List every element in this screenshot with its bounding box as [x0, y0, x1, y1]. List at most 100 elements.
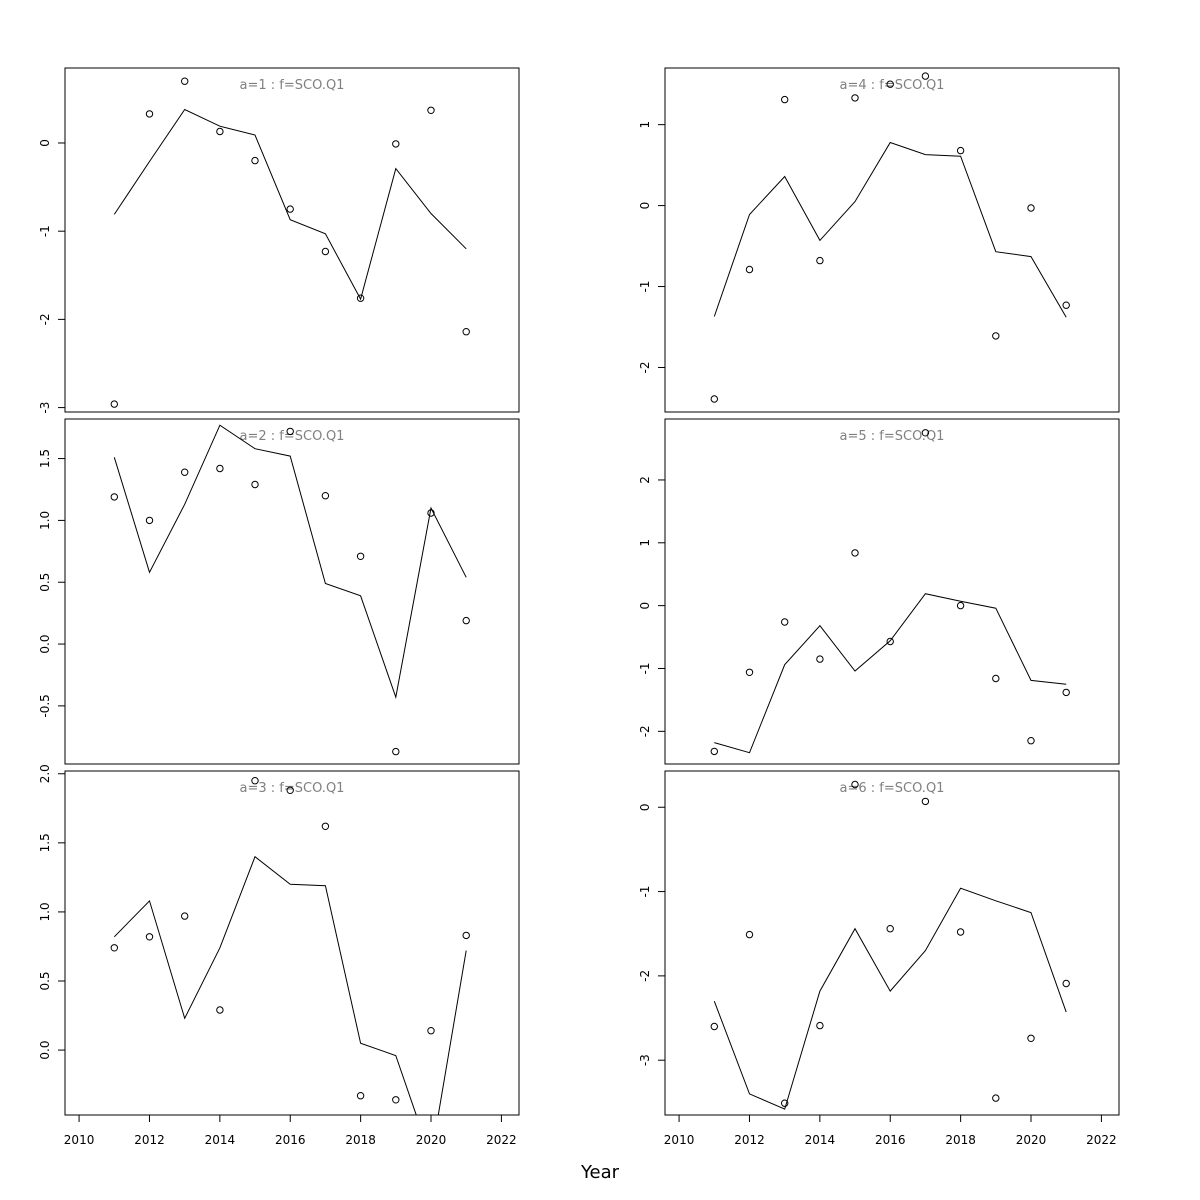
- fitted-line: [113, 855, 467, 1115]
- y-tick-label: -2: [638, 725, 652, 737]
- data-point: [251, 156, 259, 165]
- x-tick-label: 2014: [805, 1133, 836, 1147]
- data-point: [427, 1027, 435, 1035]
- fitted-line: [714, 593, 1067, 754]
- data-point: [356, 552, 365, 560]
- panel-frame: [64, 67, 520, 413]
- x-tick-label: 2016: [875, 1133, 906, 1147]
- x-axis: 2010 2012 2014 2016 2018 2020 2022: [664, 1114, 1117, 1147]
- data-point: [1027, 737, 1035, 745]
- y-tick-label: 0.5: [38, 971, 52, 990]
- plot-area: [710, 780, 1070, 1110]
- x-tick-label: 2022: [1086, 1133, 1117, 1147]
- data-point: [816, 256, 824, 265]
- chart-panels: a=1 : f=SCO.Q1 0 -1 -2 -3 a=2 : f=SCO.Q1 -0.5 0…: [38, 67, 1120, 1147]
- data-point: [851, 549, 859, 557]
- data-point: [1062, 979, 1070, 988]
- data-point: [321, 492, 330, 500]
- x-tick-label: 2010: [664, 1133, 695, 1147]
- y-tick-label: -1: [638, 886, 652, 898]
- data-point: [110, 400, 119, 408]
- panel-frame: [64, 418, 520, 765]
- y-axis: 0 -1 -2 -3: [38, 139, 65, 414]
- data-point: [216, 464, 224, 473]
- data-point: [956, 146, 965, 155]
- y-tick-label: 0: [638, 803, 652, 811]
- data-point: [816, 1021, 824, 1030]
- data-point: [992, 332, 1000, 340]
- data-point: [710, 1022, 718, 1031]
- data-point: [392, 747, 400, 756]
- fitted-line: [713, 141, 1067, 318]
- panel-title: a=4 : f=SCO.Q1: [840, 78, 945, 93]
- data-point: [1027, 204, 1035, 212]
- plot-area: [710, 429, 1070, 756]
- plot-area: [710, 72, 1070, 403]
- y-tick-label: 2: [638, 476, 652, 484]
- y-tick-label: -2: [38, 313, 52, 325]
- data-point: [921, 429, 930, 437]
- data-point: [286, 786, 294, 794]
- x-tick-label: 2018: [945, 1133, 976, 1147]
- x-axis-label: Year: [580, 1162, 620, 1183]
- plot-area: [110, 77, 470, 408]
- y-tick-label: -1: [638, 662, 652, 674]
- data-point: [816, 655, 824, 663]
- data-point: [992, 674, 1000, 683]
- data-point: [710, 395, 718, 403]
- x-tick-label: 2020: [1016, 1133, 1047, 1147]
- y-tick-label: 2.0: [38, 764, 52, 783]
- data-point: [462, 616, 470, 625]
- data-point: [181, 468, 189, 476]
- fitted-line: [113, 108, 467, 301]
- plot-area: [110, 777, 470, 1115]
- y-tick-label: 1.0: [38, 511, 52, 530]
- data-point: [745, 265, 754, 274]
- panel-title: a=1 : f=SCO.Q1: [240, 78, 345, 93]
- data-point: [356, 1092, 365, 1100]
- data-point: [216, 127, 224, 136]
- data-point: [992, 1094, 1000, 1102]
- panel-2: a=2 : f=SCO.Q1 -0.5 0.0 0.5 1.0 1.5: [38, 418, 520, 765]
- y-axis: -0.5 0.0 0.5 1.0 1.5: [38, 449, 65, 718]
- data-point: [356, 294, 365, 302]
- y-axis: 0 -1 -2 -3: [638, 803, 665, 1066]
- data-point: [781, 618, 789, 626]
- data-point: [392, 140, 400, 148]
- y-tick-label: 1.5: [38, 449, 52, 468]
- x-tick-label: 2014: [205, 1133, 236, 1147]
- fitted-line: [113, 424, 467, 700]
- x-tick-label: 2016: [275, 1133, 306, 1147]
- data-point: [251, 480, 259, 489]
- data-point: [145, 933, 154, 941]
- data-point: [110, 944, 119, 952]
- data-point: [745, 930, 754, 939]
- data-point: [110, 493, 119, 501]
- panel-title: a=3 : f=SCO.Q1: [240, 781, 345, 796]
- y-tick-label: 1.5: [38, 833, 52, 852]
- data-point: [921, 797, 930, 806]
- x-tick-label: 2020: [416, 1133, 447, 1147]
- y-tick-label: -1: [638, 281, 652, 293]
- data-point: [956, 601, 965, 610]
- data-point: [286, 427, 294, 436]
- y-tick-label: 0.5: [38, 573, 52, 592]
- y-axis: 2 1 0 -1 -2: [638, 476, 665, 737]
- data-point: [216, 1006, 224, 1014]
- data-point: [710, 747, 718, 756]
- data-point: [781, 95, 789, 104]
- data-point: [251, 777, 259, 785]
- fitted-line: [713, 887, 1067, 1110]
- y-tick-label: 0.0: [38, 635, 52, 654]
- data-point: [427, 106, 435, 115]
- data-point: [745, 668, 754, 676]
- data-point: [781, 1099, 789, 1107]
- panel-frame: [64, 770, 520, 1116]
- data-point: [427, 509, 435, 517]
- data-point: [886, 80, 894, 88]
- data-point: [886, 637, 894, 646]
- panel-frame: [664, 418, 1120, 765]
- y-axis: 1 0 -1 -2: [638, 121, 665, 373]
